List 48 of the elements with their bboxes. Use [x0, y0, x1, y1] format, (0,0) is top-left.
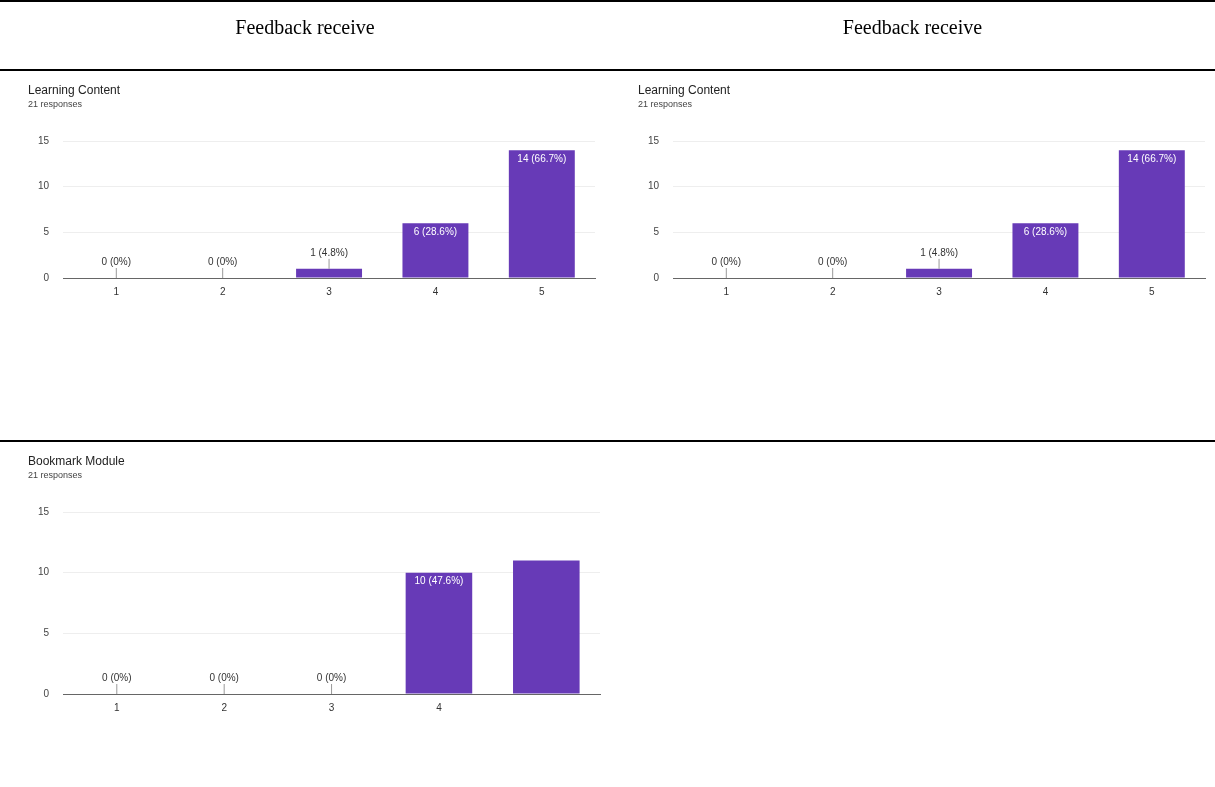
- data-label: 0 (0%): [711, 255, 742, 267]
- y-tick-label: 15: [38, 134, 50, 146]
- x-tick-label: 3: [936, 285, 943, 297]
- x-tick-label: 3: [328, 701, 335, 713]
- data-label: 1 (4.8%): [920, 246, 958, 258]
- y-tick-label: 10: [38, 180, 50, 192]
- chart-title: Bookmark Module: [28, 454, 126, 468]
- y-tick-label: 5: [653, 226, 660, 238]
- data-label: 6 (28.6%): [413, 225, 458, 237]
- x-tick-label: 1: [114, 701, 121, 713]
- data-label: 0 (0%): [101, 255, 132, 267]
- x-tick-label: 1: [723, 285, 730, 297]
- y-tick-label: 15: [38, 505, 50, 517]
- x-tick-label: 4: [432, 285, 439, 297]
- data-label: 0 (0%): [209, 671, 239, 683]
- x-tick-label: 4: [436, 701, 443, 713]
- x-tick-label: 1: [113, 285, 120, 297]
- data-label: 0 (0%): [316, 671, 347, 683]
- text: Feedback receive: [610, 2, 1215, 71]
- data-label: 0 (0%): [102, 671, 132, 683]
- data-label: 1 (4.8%): [310, 246, 348, 258]
- y-tick-label: 0: [43, 687, 50, 699]
- x-tick-label: 3: [326, 285, 333, 297]
- y-tick-label: 5: [43, 627, 50, 639]
- y-tick-label: 0: [653, 271, 660, 283]
- chart-subtitle: 21 responses: [28, 470, 84, 480]
- data-label: 6 (28.6%): [1023, 225, 1068, 237]
- data-label: 0 (0%): [207, 255, 238, 267]
- chart-subtitle: 21 responses: [638, 99, 694, 109]
- x-tick-label: 2: [219, 285, 226, 297]
- y-tick-label: 5: [43, 226, 50, 238]
- chart-title: Learning Content: [638, 83, 732, 97]
- x-tick-label: 5: [539, 285, 546, 297]
- y-tick-label: 10: [648, 180, 660, 192]
- x-tick-label: 4: [1042, 285, 1049, 297]
- x-tick-label: 2: [221, 701, 228, 713]
- text: Feedback receive: [0, 2, 610, 71]
- data-label: 0 (0%): [817, 255, 848, 267]
- x-tick-label: 2: [829, 285, 836, 297]
- y-tick-label: 15: [648, 134, 660, 146]
- chart-subtitle: 21 responses: [28, 99, 84, 109]
- x-tick-label: 5: [1149, 285, 1156, 297]
- data-label: 14 (66.7%): [1127, 152, 1177, 164]
- chart-title: Learning Content: [28, 83, 122, 97]
- data-label: 10 (47.6%): [414, 575, 464, 587]
- data-label: 14 (66.7%): [517, 152, 567, 164]
- y-tick-label: 10: [38, 566, 50, 578]
- y-tick-label: 0: [43, 271, 50, 283]
